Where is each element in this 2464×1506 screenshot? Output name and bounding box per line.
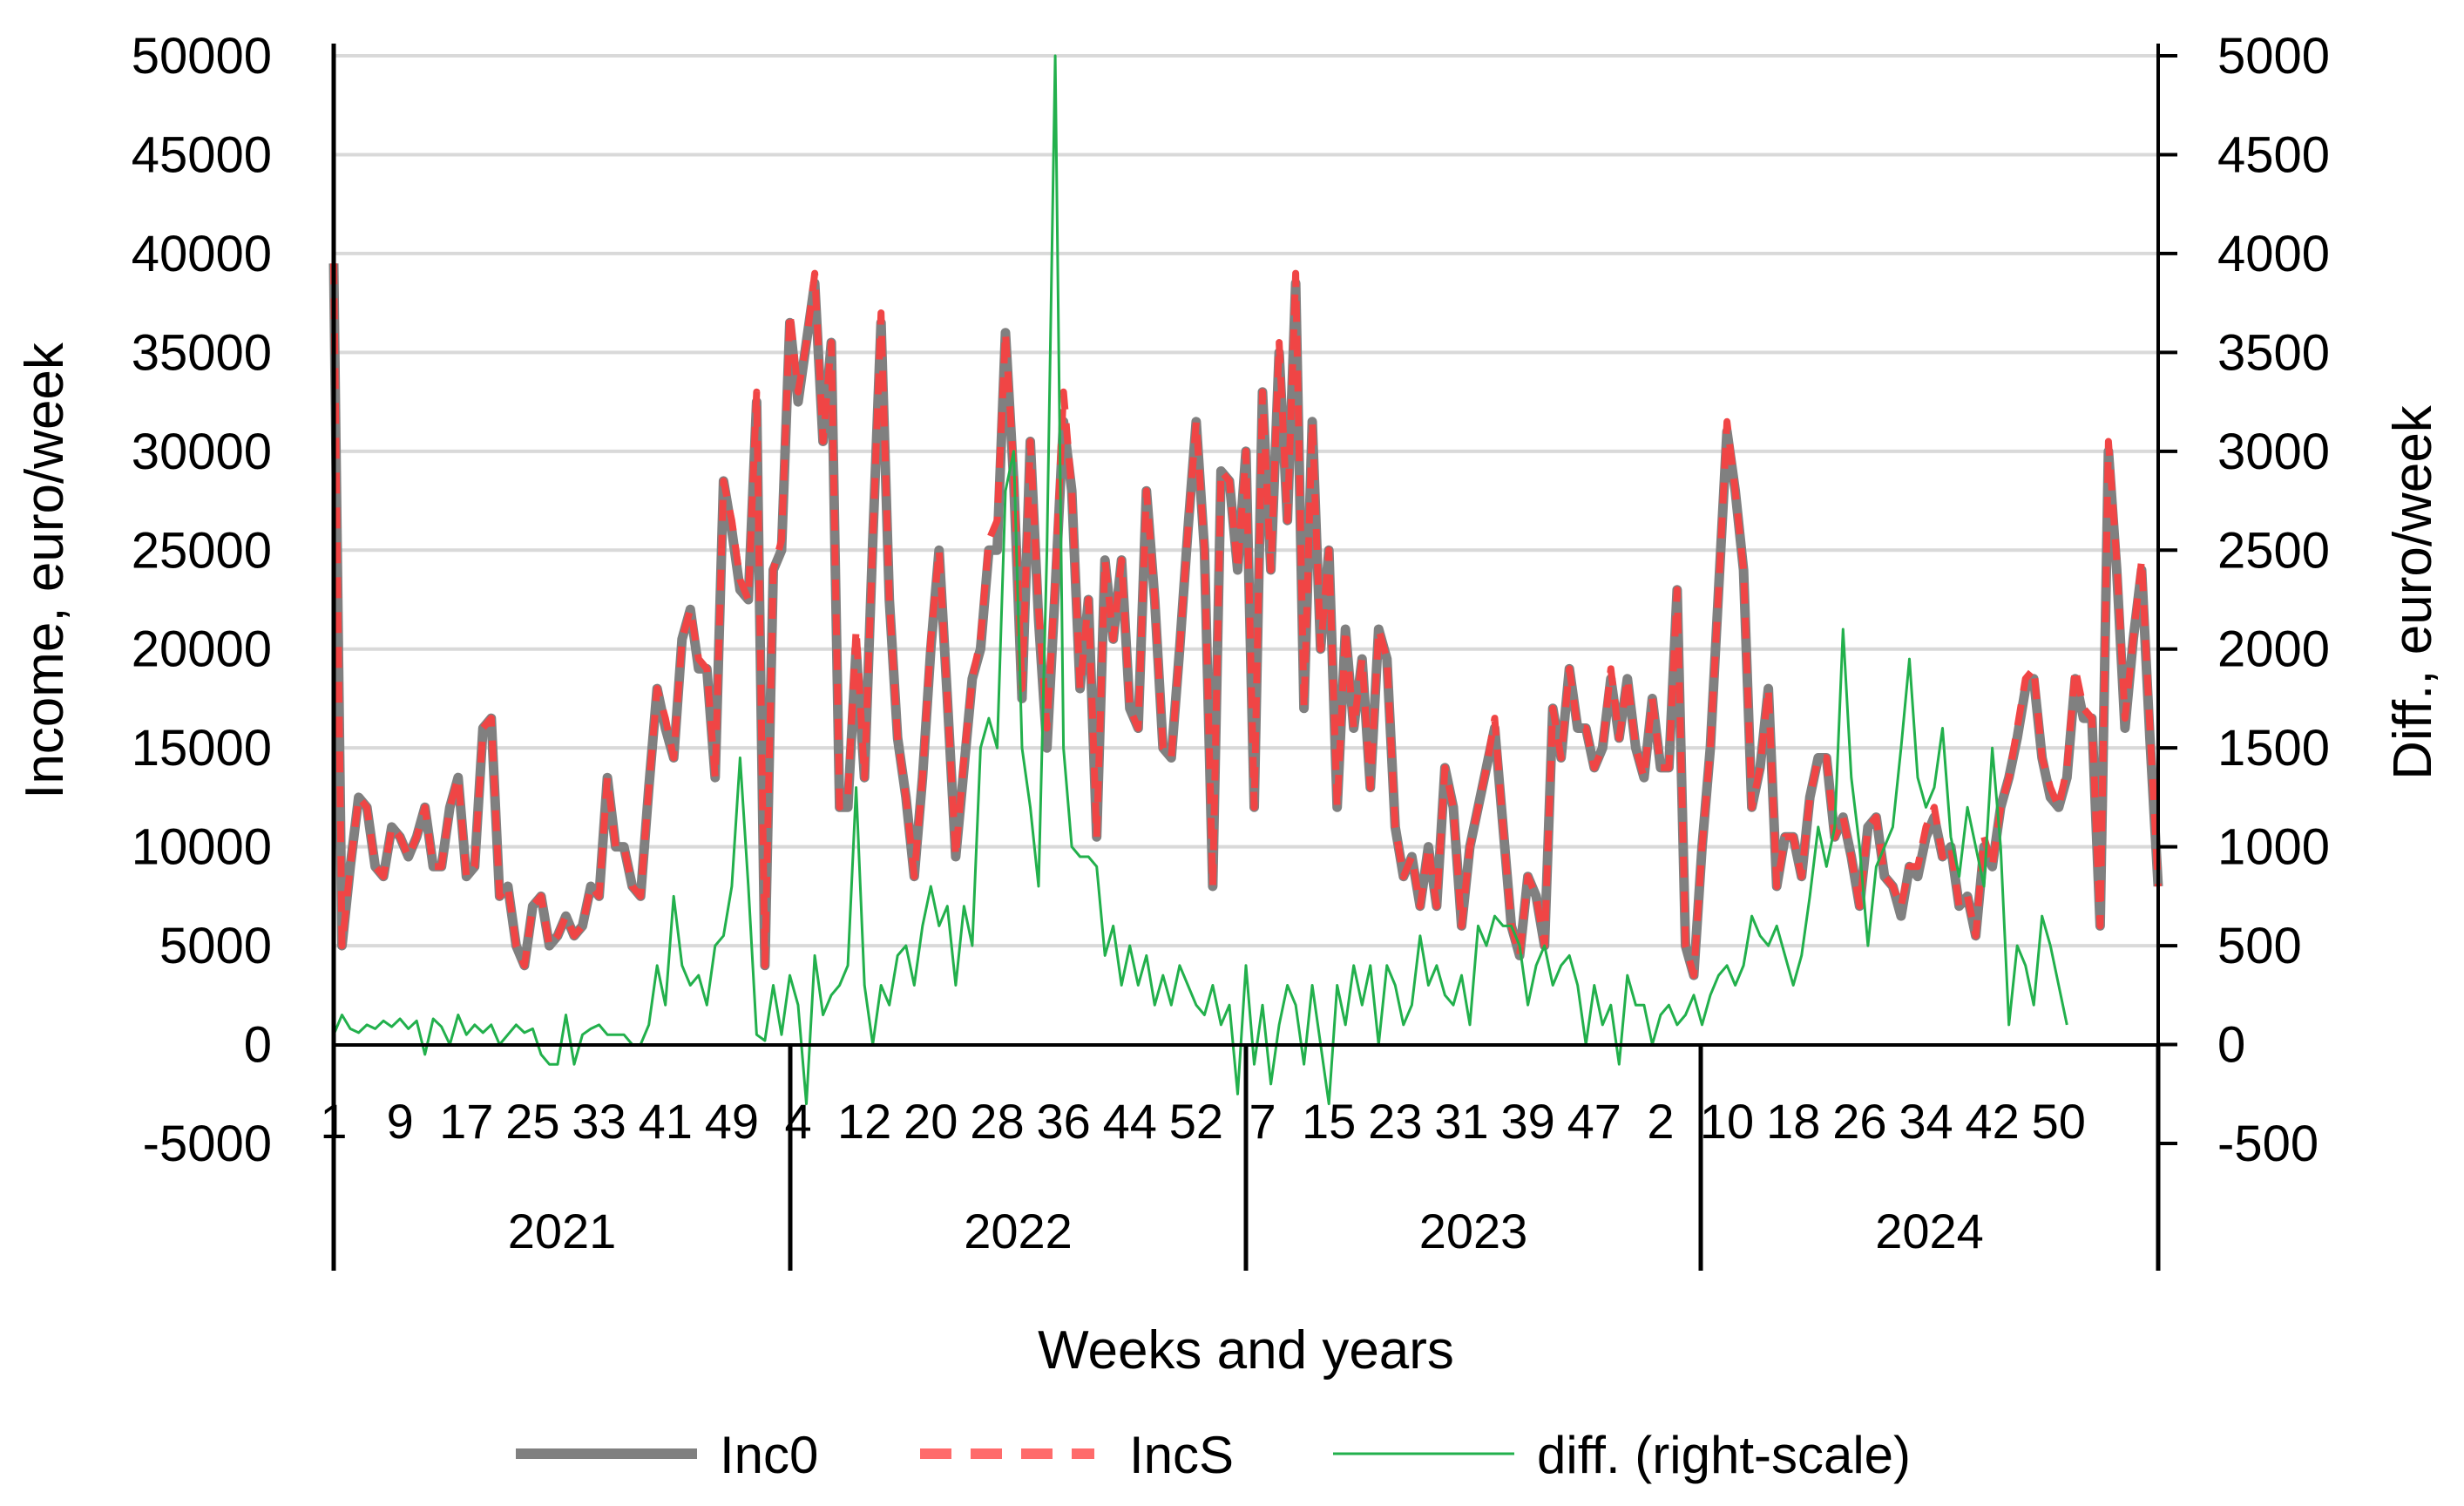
year-label: 2024 xyxy=(1875,1204,1984,1258)
x-tick-label-week: 52 xyxy=(1169,1094,1223,1149)
y-tick-label-right: 1000 xyxy=(2217,819,2330,876)
axes xyxy=(331,44,2161,1271)
y-axis-title-right: Diff., euro/week xyxy=(2383,404,2443,780)
y-tick-label-right: 1500 xyxy=(2217,720,2330,777)
series-layer xyxy=(328,54,2163,1106)
x-tick-label-week: 50 xyxy=(2032,1094,2086,1149)
legend-label-incs: IncS xyxy=(1129,1426,1234,1484)
y-tick-label-left: 25000 xyxy=(132,522,272,579)
y-tick-label-left: 10000 xyxy=(132,819,272,876)
legend: Inc0 IncS diff. (right-scale) xyxy=(516,1426,1911,1484)
legend-label-diff: diff. (right-scale) xyxy=(1537,1426,1911,1484)
y-tick-label-left: -5000 xyxy=(143,1116,272,1172)
y-tick-label-right: 2000 xyxy=(2217,621,2330,678)
x-tick-label-week: 28 xyxy=(970,1094,1024,1149)
year-label: 2023 xyxy=(1419,1204,1528,1258)
year-label: 2022 xyxy=(964,1204,1073,1258)
year-labels: 2021 2022 2023 2024 xyxy=(508,1204,1984,1258)
x-tick-label-week: 4 xyxy=(784,1094,811,1149)
series-line-diff xyxy=(332,54,2068,1106)
y-tick-label-left: 35000 xyxy=(132,324,272,381)
series-line-inc0 xyxy=(328,263,2163,980)
y-tick-label-right: 5000 xyxy=(2217,28,2330,85)
x-tick-label-week: 25 xyxy=(505,1094,559,1149)
x-tick-label-week: 34 xyxy=(1899,1094,1953,1149)
x-tick-label-week: 10 xyxy=(1700,1094,1754,1149)
legend-label-inc0: Inc0 xyxy=(720,1426,818,1484)
x-tick-label-week: 36 xyxy=(1036,1094,1090,1149)
y-tick-label-right: 500 xyxy=(2217,918,2302,974)
left-axis-ticks: 5000045000400003500030000250002000015000… xyxy=(132,28,272,1172)
series-line-incs xyxy=(330,263,2162,980)
y-tick-label-left: 40000 xyxy=(132,226,272,282)
x-tick-label-week: 47 xyxy=(1567,1094,1621,1149)
x-tick-label-week: 23 xyxy=(1368,1094,1422,1149)
x-tick-label-week: 17 xyxy=(439,1094,493,1149)
x-tick-label-week: 15 xyxy=(1302,1094,1356,1149)
x-axis-title: Weeks and years xyxy=(1038,1320,1454,1380)
x-tick-label-week: 18 xyxy=(1766,1094,1820,1149)
x-tick-label-week: 9 xyxy=(387,1094,414,1149)
y-tick-label-left: 45000 xyxy=(132,126,272,183)
y-tick-label-left: 0 xyxy=(244,1017,272,1074)
x-tick-label-week: 1 xyxy=(320,1094,347,1149)
x-tick-label-week: 49 xyxy=(705,1094,759,1149)
y-tick-label-left: 5000 xyxy=(159,918,272,974)
week-tick-labels: 1 9 17 25 33 41 49 4 12 20 28 36 44 52 7 15 23 31 39 47 2 10 1… xyxy=(320,1094,2086,1149)
x-tick-label-week: 42 xyxy=(1965,1094,2019,1149)
x-tick-label-week: 26 xyxy=(1832,1094,1886,1149)
y-tick-label-right: 4500 xyxy=(2217,126,2330,183)
y-tick-label-right: 4000 xyxy=(2217,226,2330,282)
x-tick-label-week: 31 xyxy=(1434,1094,1488,1149)
x-tick-label-week: 20 xyxy=(904,1094,958,1149)
x-tick-label-week: 44 xyxy=(1103,1094,1157,1149)
x-tick-label-week: 39 xyxy=(1500,1094,1554,1149)
y-tick-label-left: 20000 xyxy=(132,621,272,678)
y-tick-label-right: 3500 xyxy=(2217,324,2330,381)
right-axis-ticks: 5000450040003500300025002000150010005000… xyxy=(2158,28,2330,1172)
x-tick-label-week: 7 xyxy=(1249,1094,1276,1149)
x-tick-label-week: 12 xyxy=(837,1094,891,1149)
year-label: 2021 xyxy=(508,1204,617,1258)
y-tick-label-right: -500 xyxy=(2217,1116,2318,1172)
x-tick-label-week: 2 xyxy=(1647,1094,1674,1149)
y-tick-label-left: 30000 xyxy=(132,424,272,480)
y-tick-label-right: 0 xyxy=(2217,1017,2245,1074)
y-tick-label-right: 2500 xyxy=(2217,522,2330,579)
x-tick-label-week: 41 xyxy=(639,1094,693,1149)
y-tick-label-left: 50000 xyxy=(132,28,272,85)
y-tick-label-right: 3000 xyxy=(2217,424,2330,480)
y-tick-label-left: 15000 xyxy=(132,720,272,777)
y-axis-title-left: Income, euro/week xyxy=(15,342,75,799)
x-tick-label-week: 33 xyxy=(572,1094,626,1149)
